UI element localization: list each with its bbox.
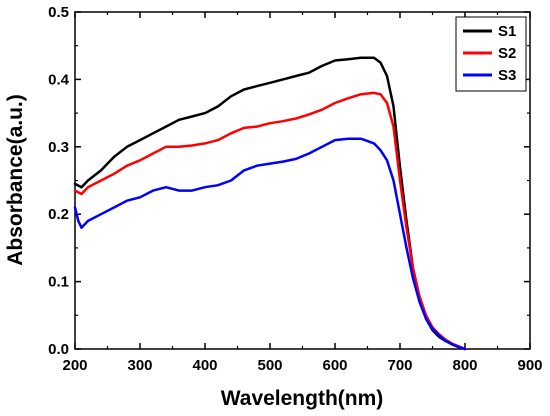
tick-labels: 200 300 400 500 600 700 800 900 0.0 0.1 0.2 0.3 0.4 0… — [48, 4, 542, 374]
x-tick-label: 600 — [322, 357, 347, 374]
x-tick-label: 800 — [452, 357, 477, 374]
x-tick-label: 500 — [257, 357, 282, 374]
legend-label-s2: S2 — [498, 45, 516, 62]
series-line-s2 — [73, 91, 467, 351]
x-tick-label: 400 — [192, 357, 217, 374]
series-line-s3 — [73, 137, 467, 351]
x-tick-label: 900 — [517, 357, 542, 374]
series-line-s1 — [73, 56, 467, 351]
legend: S1 S2 S3 — [455, 16, 527, 92]
x-tick-label: 300 — [127, 357, 152, 374]
y-tick-label: 0.4 — [48, 71, 70, 88]
x-tick-label: 700 — [387, 357, 412, 374]
y-tick-label: 0.5 — [48, 4, 69, 21]
legend-label-s3: S3 — [498, 67, 516, 84]
series-lines — [73, 56, 467, 351]
x-axis-title: Wavelength(nm) — [221, 387, 384, 410]
y-tick-label: 0.0 — [48, 341, 69, 358]
x-tick-label: 200 — [62, 357, 87, 374]
y-axis-title: Absorbance(a.u.) — [4, 94, 27, 266]
y-tick-label: 0.1 — [48, 274, 69, 291]
y-tick-label: 0.2 — [48, 206, 69, 223]
legend-label-s1: S1 — [498, 23, 516, 40]
y-tick-label: 0.3 — [48, 139, 69, 156]
axis-ticks — [74, 11, 531, 350]
